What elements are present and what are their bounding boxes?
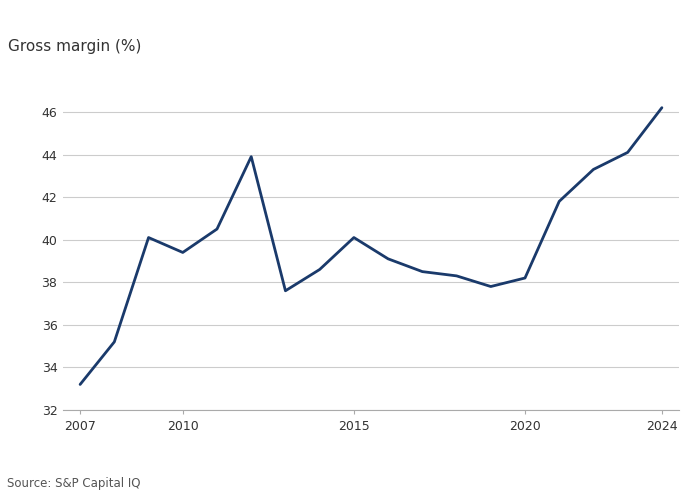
Text: Gross margin (%): Gross margin (%): [8, 38, 141, 54]
Text: Source: S&P Capital IQ: Source: S&P Capital IQ: [7, 477, 141, 490]
